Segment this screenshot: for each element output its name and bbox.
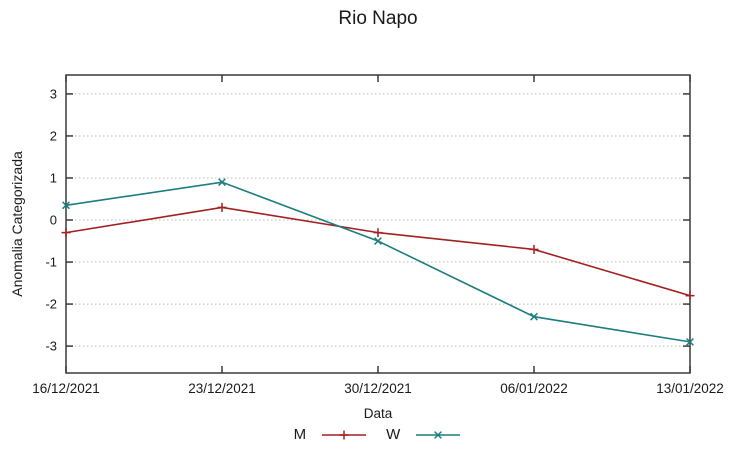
legend-line-sample-plus-icon bbox=[322, 430, 367, 439]
legend: M W bbox=[66, 426, 690, 443]
series-line-m bbox=[65, 206, 691, 297]
y-tick-label: 3 bbox=[50, 86, 57, 101]
plot-frame bbox=[65, 74, 691, 374]
y-tick-label: 0 bbox=[50, 213, 57, 228]
y-tick-label: 1 bbox=[50, 170, 57, 185]
x-axis-label: Data bbox=[363, 406, 393, 421]
data-point-marker-cross-icon bbox=[530, 312, 538, 321]
x-tick-label: 16/12/2021 bbox=[32, 381, 100, 396]
data-point-marker-cross-icon bbox=[62, 201, 70, 210]
x-tick-label: 06/01/2022 bbox=[500, 381, 568, 396]
y-tick-label: 2 bbox=[50, 128, 57, 143]
data-point-marker-cross-icon bbox=[434, 430, 443, 439]
legend-line-sample-cross-icon bbox=[416, 430, 461, 439]
y-tick-label: -3 bbox=[45, 339, 57, 354]
x-tick-label: 23/12/2021 bbox=[188, 381, 256, 396]
x-tick-label: 30/12/2021 bbox=[344, 381, 412, 396]
data-point-marker-cross-icon bbox=[218, 178, 226, 187]
chart-title: Rio Napo bbox=[338, 8, 418, 29]
y-tick-label: -2 bbox=[45, 297, 57, 312]
legend-label-w: W bbox=[386, 426, 401, 443]
x-tick-label: 13/01/2022 bbox=[656, 381, 724, 396]
data-point-marker-cross-icon bbox=[374, 237, 382, 245]
legend-label-m: M bbox=[293, 426, 307, 443]
data-point-marker-cross-icon bbox=[686, 337, 694, 346]
y-tick-label: -1 bbox=[45, 255, 57, 270]
